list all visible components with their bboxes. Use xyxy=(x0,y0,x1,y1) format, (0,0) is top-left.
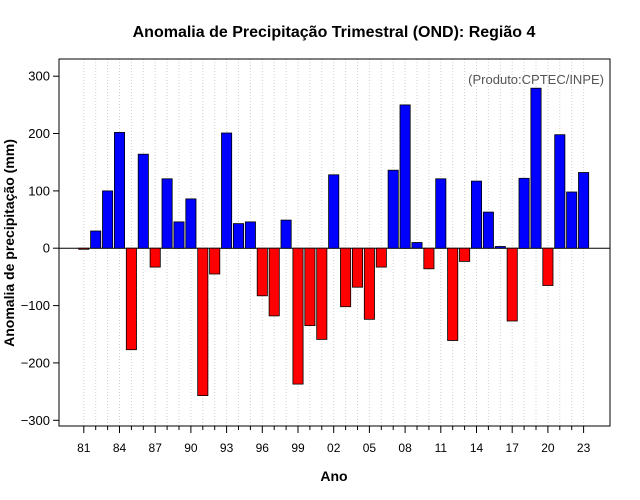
bar-2014 xyxy=(470,180,482,249)
bar-2013 xyxy=(459,247,471,262)
bar-1991 xyxy=(197,247,209,396)
x-tick-label: 08 xyxy=(398,441,412,455)
x-tick-label: 14 xyxy=(470,441,484,455)
bar-1982 xyxy=(90,230,102,249)
x-tick-label: 81 xyxy=(77,441,91,455)
bar-2006 xyxy=(375,247,387,268)
bar-2005 xyxy=(363,247,375,320)
y-axis: −300 −200 −100 0 100 200 300 xyxy=(21,69,59,428)
bar-1990 xyxy=(185,198,197,249)
x-tick-label: 23 xyxy=(577,441,591,455)
bar-2008 xyxy=(399,104,411,249)
x-tick-label: 17 xyxy=(506,441,520,455)
bar-1986 xyxy=(137,153,149,249)
bar-2001 xyxy=(316,247,328,340)
bar-2015 xyxy=(482,211,494,249)
plot-frame xyxy=(58,58,611,427)
y-tick-label: −100 xyxy=(21,298,50,313)
bar-1981 xyxy=(78,247,90,250)
x-tick-label: 05 xyxy=(363,441,377,455)
x-tick-label: 20 xyxy=(541,441,555,455)
bar-1984 xyxy=(114,131,126,249)
credit-text: (Produto:CPTEC/INPE) xyxy=(468,72,604,87)
x-tick-label: 96 xyxy=(256,441,270,455)
y-tick-label: 200 xyxy=(28,126,50,141)
bar-1995 xyxy=(244,221,256,249)
x-tick-label: 02 xyxy=(327,441,341,455)
y-tick-label: −300 xyxy=(21,413,50,428)
bar-2011 xyxy=(435,178,447,249)
bar-2020 xyxy=(542,247,554,286)
bar-1987 xyxy=(149,247,161,268)
x-tick-label: 93 xyxy=(220,441,234,455)
bar-1998 xyxy=(280,219,292,249)
bar-series xyxy=(78,87,590,396)
bar-1989 xyxy=(173,221,185,249)
x-tick-label: 11 xyxy=(435,441,448,455)
bar-1983 xyxy=(102,190,114,249)
y-tick-label: −200 xyxy=(21,355,50,370)
bar-2016 xyxy=(494,246,506,249)
bar-2017 xyxy=(506,247,518,322)
bar-2009 xyxy=(411,242,423,249)
x-tick-label: 99 xyxy=(291,441,305,455)
chart-title: Anomalia de Precipitação Trimestral (OND… xyxy=(133,24,536,41)
bar-1999 xyxy=(292,247,304,385)
bar-2004 xyxy=(351,247,363,288)
bar-2022 xyxy=(566,191,578,249)
y-tick-label: 100 xyxy=(28,183,50,198)
bar-1993 xyxy=(221,132,233,249)
bar-2018 xyxy=(518,177,530,249)
bar-2023 xyxy=(578,172,590,249)
y-tick-label: 0 xyxy=(43,241,50,256)
bar-2007 xyxy=(387,169,399,249)
x-tick-label: 87 xyxy=(149,441,163,455)
bar-2021 xyxy=(554,134,566,249)
x-tick-label: 90 xyxy=(184,441,198,455)
bar-1994 xyxy=(232,223,244,249)
bar-2000 xyxy=(304,247,316,326)
y-tick-label: 300 xyxy=(28,69,50,84)
x-axis-label: Ano xyxy=(320,468,347,484)
bar-1996 xyxy=(256,247,268,297)
bar-2012 xyxy=(447,247,459,341)
bar-2003 xyxy=(340,247,352,308)
bar-2019 xyxy=(530,87,542,249)
x-axis: 81 84 87 90 93 96 99 02 05 08 11 14 17 20 23 xyxy=(77,426,591,455)
bar-1997 xyxy=(268,247,280,317)
bar-2010 xyxy=(423,247,435,270)
bar-2002 xyxy=(328,174,340,249)
bar-1988 xyxy=(161,178,173,249)
bar-1985 xyxy=(125,247,137,351)
y-axis-label: Anomalia de precipitação (mm) xyxy=(1,139,17,347)
bar-1992 xyxy=(209,247,221,275)
x-tick-label: 84 xyxy=(113,441,127,455)
